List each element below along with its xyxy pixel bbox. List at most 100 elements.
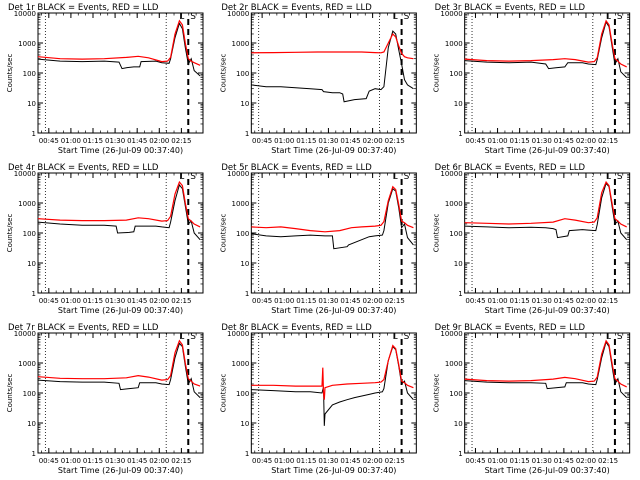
y-axis-label: Counts/sec: [433, 54, 441, 93]
plot-frame: [464, 172, 631, 294]
panel-title: Det 9r BLACK = Events, RED = LLD: [435, 323, 586, 333]
x-tick-label: 02:00: [576, 297, 596, 305]
x-tick-label: 00:45: [39, 457, 59, 465]
marker-s: S: [404, 172, 410, 182]
plot-frame: [37, 332, 204, 454]
x-tick-label: 01:15: [83, 297, 103, 305]
y-tick-label: 1000: [445, 200, 463, 208]
detector-panel-5: Det 5r BLACK = Events, RED = LLD 1 10 100 10…: [219, 163, 417, 315]
series-lld-line: [464, 19, 627, 68]
y-tick-label: 1000: [445, 360, 463, 368]
detector-panel-1: Det 1r BLACK = Events, RED = LLD 1 10 100 10…: [6, 3, 204, 155]
series-lld-line: [37, 339, 201, 387]
panel-title: Det 5r BLACK = Events, RED = LLD: [221, 163, 372, 173]
y-tick-label: 100: [449, 390, 462, 398]
x-tick-label: 01:15: [296, 457, 316, 465]
y-tick-label: 1: [458, 450, 462, 458]
y-tick-label: 10: [27, 100, 36, 108]
plot-frame: [250, 12, 417, 134]
y-tick-label: 10000: [14, 330, 36, 338]
series-events-line: [464, 340, 628, 398]
x-tick-label: 00:45: [252, 457, 272, 465]
marker-l: L: [179, 332, 184, 342]
y-tick-label: 1000: [445, 40, 463, 48]
x-axis-label: Start Time (26-Jul-09 00:37:40): [485, 466, 610, 475]
x-tick-label: 02:15: [385, 457, 405, 465]
x-tick-label: 02:00: [363, 137, 383, 145]
y-axis-label: Counts/sec: [219, 54, 227, 93]
x-tick-label: 01:45: [127, 137, 147, 145]
y-tick-label: 10000: [14, 10, 36, 18]
y-tick-label: 1000: [232, 360, 250, 368]
y-tick-label: 10: [454, 100, 463, 108]
x-tick-label: 02:00: [149, 137, 169, 145]
x-tick-label: 01:00: [61, 297, 81, 305]
x-tick-label: 01:45: [554, 137, 574, 145]
x-tick-label: 01:15: [83, 457, 103, 465]
y-tick-label: 1000: [232, 40, 250, 48]
y-tick-label: 100: [449, 230, 462, 238]
x-tick-label: 02:00: [363, 457, 383, 465]
detector-panel-8: Det 8r BLACK = Events, RED = LLD 1 10 100 10…: [219, 323, 417, 475]
marker-s: S: [190, 332, 196, 342]
series-lld-line: [251, 32, 414, 60]
x-tick-label: 01:15: [510, 137, 530, 145]
x-tick-label: 01:45: [554, 297, 574, 305]
x-tick-label: 02:00: [363, 297, 383, 305]
x-axis-label: Start Time (26-Jul-09 00:37:40): [271, 466, 396, 475]
y-tick-label: 100: [23, 70, 36, 78]
detector-panel-3: Det 3r BLACK = Events, RED = LLD 1 10 100 10…: [433, 3, 631, 155]
x-tick-label: 01:15: [510, 457, 530, 465]
x-tick-label: 02:00: [576, 137, 596, 145]
x-axis-label: Start Time (26-Jul-09 00:37:40): [58, 146, 183, 155]
x-tick-label: 02:00: [149, 297, 169, 305]
x-tick-label: 02:15: [598, 137, 618, 145]
y-tick-label: 1: [458, 130, 462, 138]
x-tick-label: 01:45: [340, 457, 360, 465]
y-tick-label: 10: [27, 260, 36, 268]
y-tick-label: 10: [454, 260, 463, 268]
y-tick-label: 100: [449, 70, 462, 78]
y-tick-label: 10000: [227, 170, 249, 178]
x-tick-label: 01:15: [296, 297, 316, 305]
panel-title: Det 2r BLACK = Events, RED = LLD: [221, 3, 372, 13]
x-tick-label: 02:00: [576, 457, 596, 465]
marker-l: L: [606, 12, 611, 22]
x-tick-label: 01:30: [318, 297, 338, 305]
x-axis-label: Start Time (26-Jul-09 00:37:40): [271, 306, 396, 315]
x-tick-label: 00:45: [252, 137, 272, 145]
y-tick-label: 1: [458, 290, 462, 298]
x-tick-label: 00:45: [39, 137, 59, 145]
x-tick-label: 01:30: [318, 457, 338, 465]
series-lld-line: [464, 339, 627, 388]
x-tick-label: 00:45: [39, 297, 59, 305]
series-events-line: [37, 342, 201, 398]
x-tick-label: 01:00: [61, 137, 81, 145]
y-tick-label: 1000: [232, 200, 250, 208]
x-tick-label: 01:45: [340, 137, 360, 145]
panel-title: Det 7r BLACK = Events, RED = LLD: [8, 323, 159, 333]
y-tick-label: 1000: [18, 360, 36, 368]
x-tick-label: 01:45: [127, 297, 147, 305]
detector-panel-2: Det 2r BLACK = Events, RED = LLD 1 10 100 10…: [219, 3, 417, 155]
x-tick-label: 01:00: [487, 297, 507, 305]
y-tick-label: 100: [23, 390, 36, 398]
marker-s: S: [190, 12, 196, 22]
marker-l: L: [179, 172, 184, 182]
series-events-line: [251, 30, 414, 103]
y-tick-label: 1: [32, 130, 36, 138]
y-tick-label: 10000: [227, 330, 249, 338]
y-tick-label: 10: [240, 420, 249, 428]
x-tick-label: 01:00: [487, 137, 507, 145]
panel-title: Det 8r BLACK = Events, RED = LLD: [221, 323, 372, 333]
series-lld-line: [37, 180, 201, 228]
plot-frame: [37, 12, 204, 134]
x-tick-label: 02:15: [171, 297, 191, 305]
plot-frame: [464, 332, 631, 454]
y-tick-label: 1000: [18, 40, 36, 48]
x-tick-label: 01:00: [274, 137, 294, 145]
x-tick-label: 01:00: [61, 457, 81, 465]
series-lld-line: [37, 19, 201, 66]
x-tick-label: 02:15: [598, 297, 618, 305]
plot-frame: [464, 12, 631, 134]
